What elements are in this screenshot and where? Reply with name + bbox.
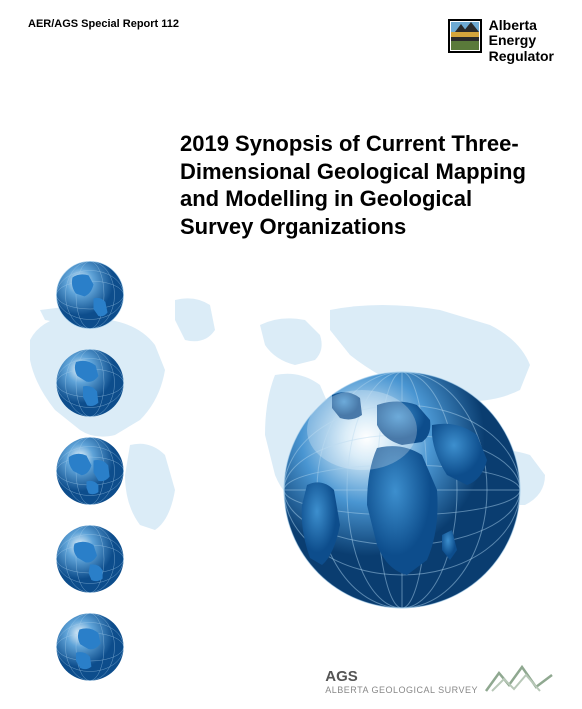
aer-logo: Alberta Energy Regulator (447, 18, 554, 64)
globe-icon (55, 612, 125, 682)
globe-icon (55, 260, 125, 330)
report-number: AER/AGS Special Report 112 (28, 18, 179, 30)
ags-label: AGS (325, 668, 478, 685)
header: AER/AGS Special Report 112 Alberta Energ… (28, 18, 554, 64)
aer-line2: Energy (489, 33, 554, 48)
ags-logo: AGS ALBERTA GEOLOGICAL SURVEY (325, 663, 554, 695)
aer-line1: Alberta (489, 18, 554, 33)
page-title: 2019 Synopsis of Current Three-Dimension… (180, 130, 542, 240)
aer-logo-icon (447, 18, 483, 54)
ags-logo-text: AGS ALBERTA GEOLOGICAL SURVEY (325, 668, 478, 695)
aer-line3: Regulator (489, 49, 554, 64)
globe-icon (55, 524, 125, 594)
globe-large-icon (282, 370, 522, 610)
globe-icon (55, 436, 125, 506)
globe-icon (55, 348, 125, 418)
ags-subtitle: ALBERTA GEOLOGICAL SURVEY (325, 685, 478, 695)
aer-logo-text: Alberta Energy Regulator (489, 18, 554, 64)
ags-mountain-icon (484, 663, 554, 695)
globes-column (55, 260, 125, 682)
